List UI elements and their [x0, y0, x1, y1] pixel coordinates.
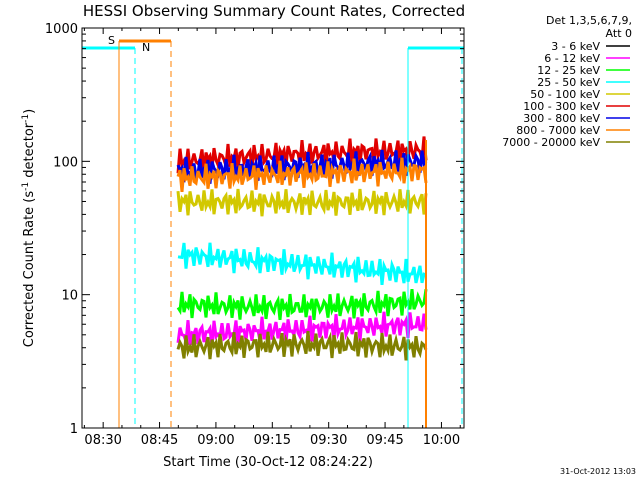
marker-n: N [142, 41, 150, 54]
legend-entry: 3 - 6 keV [551, 40, 600, 53]
y-axis-label: Corrected Count Rate (s-1 detector-1) [21, 109, 37, 347]
series-line [176, 288, 428, 321]
x-tick-label: 09:00 [197, 433, 234, 448]
legend-header: Det 1,3,5,6,7,9, [546, 14, 632, 27]
series-line [176, 136, 428, 174]
x-tick-label: 08:45 [141, 433, 178, 448]
legend-header: Att 0 [606, 27, 632, 40]
legend-entry: 6 - 12 keV [544, 52, 600, 65]
x-axis-label: Start Time (30-Oct-12 08:24:22) [163, 455, 373, 470]
x-tick-label: 09:15 [254, 433, 291, 448]
y-tick-label: 10 [61, 289, 78, 304]
legend-entry: 800 - 7000 keV [516, 124, 600, 137]
series-line [177, 242, 427, 286]
legend-entry: 12 - 25 keV [537, 64, 600, 77]
plot-area: SN [82, 34, 464, 428]
timestamp: 31-Oct-2012 13:03 [560, 467, 636, 476]
legend-entry: 7000 - 20000 keV [502, 136, 600, 149]
x-tick-label: 09:30 [310, 433, 347, 448]
chart-title: HESSI Observing Summary Count Rates, Cor… [83, 2, 465, 20]
plot-frame [81, 27, 465, 429]
y-axis: 1 10 100 1000 [45, 22, 464, 437]
legend-entry: 100 - 300 keV [523, 100, 600, 113]
x-tick-label: 09:45 [366, 433, 403, 448]
legend-entry: 25 - 50 keV [537, 76, 600, 89]
y-tick-label: 100 [53, 155, 78, 170]
legend-entry: 50 - 100 keV [530, 88, 600, 101]
marker-s: S [108, 34, 115, 47]
x-axis: 08:30 08:45 09:00 09:15 09:30 09:45 10:00 [83, 28, 461, 448]
x-tick-label: 08:30 [84, 433, 121, 448]
y-tick-label: 1 [70, 422, 78, 437]
x-tick-label: 10:00 [423, 433, 460, 448]
legend-entry: 300 - 800 keV [523, 112, 600, 125]
series-line [176, 188, 428, 217]
series-line [176, 330, 428, 361]
series-line [176, 157, 428, 193]
y-tick-label: 1000 [45, 22, 78, 37]
